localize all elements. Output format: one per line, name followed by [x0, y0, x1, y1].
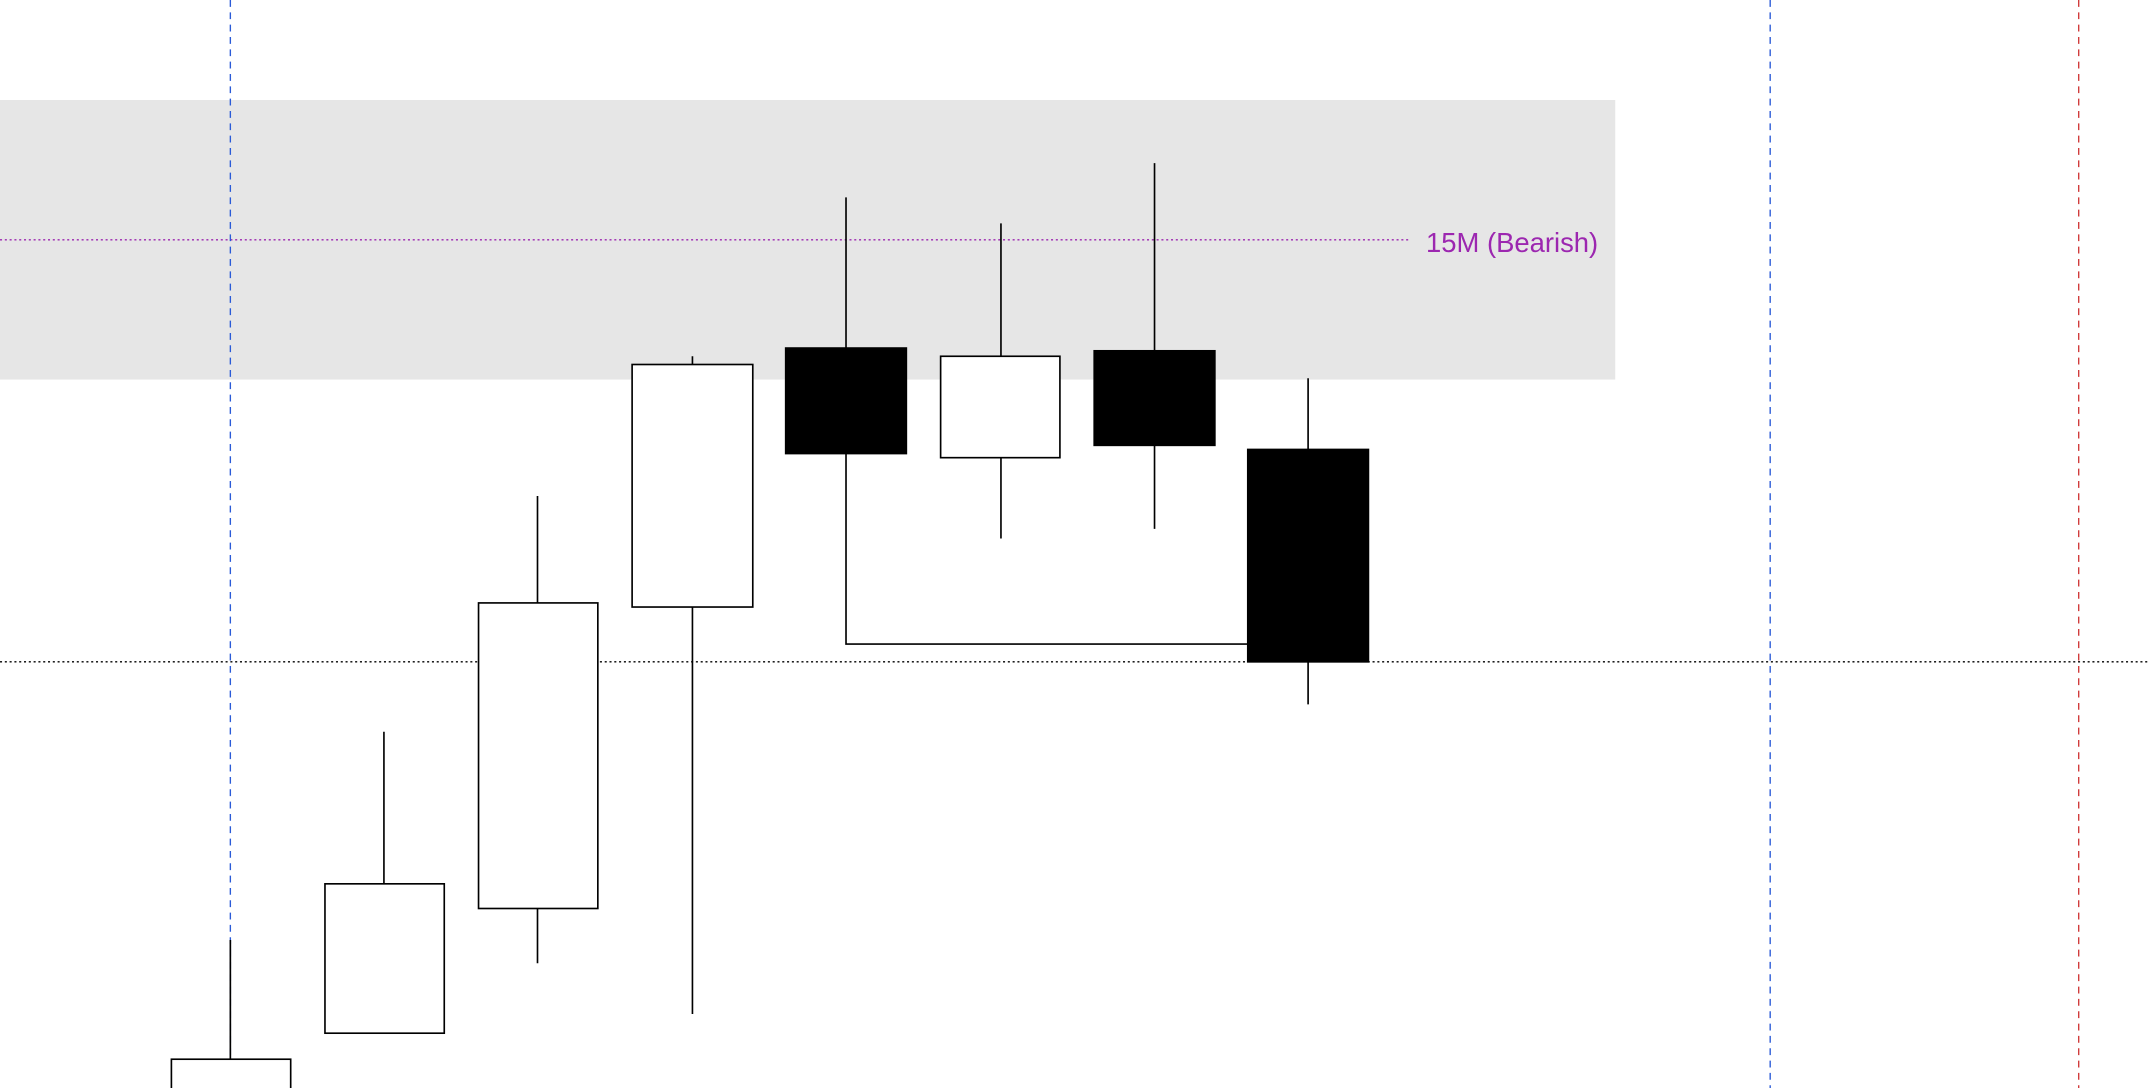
- candle-body: [324, 883, 446, 1035]
- zone-label: 15M (Bearish): [1426, 227, 1598, 258]
- candle-body: [170, 1058, 292, 1088]
- candle-body: [477, 602, 599, 910]
- candle-body: [631, 363, 754, 608]
- candle-body: [1246, 448, 1370, 663]
- candle-body: [784, 347, 908, 455]
- range-marker: [845, 453, 1248, 645]
- candle-body: [939, 355, 1061, 459]
- candle-body: [1093, 349, 1216, 447]
